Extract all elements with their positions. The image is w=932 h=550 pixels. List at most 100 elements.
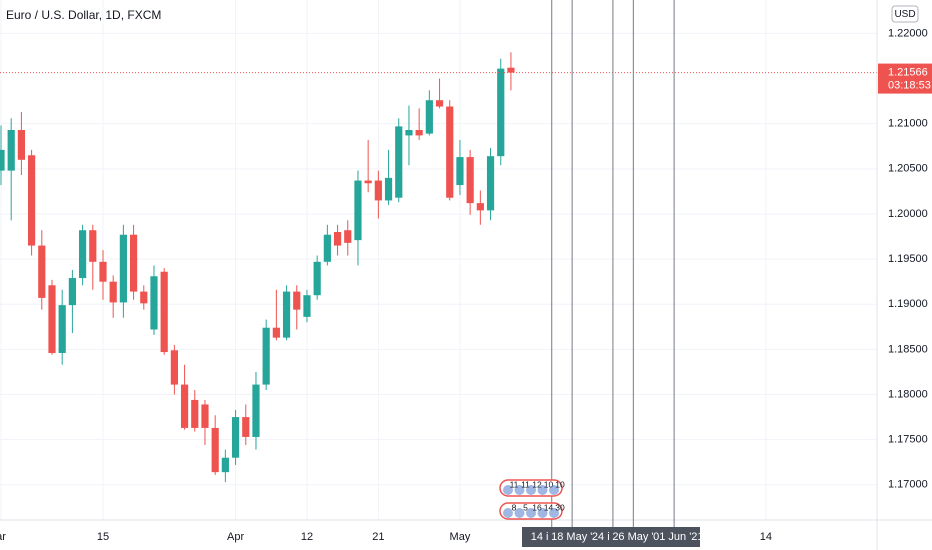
y-tick-label: 1.21000 xyxy=(888,118,928,130)
candle-body xyxy=(180,384,189,428)
candle-body xyxy=(38,245,46,298)
candle-body xyxy=(405,130,413,136)
x-tick-label: Apr xyxy=(227,531,244,543)
x-tick-label: May xyxy=(450,531,471,543)
countdown: 03:18:53 xyxy=(888,79,931,91)
event-flag xyxy=(549,508,559,518)
event-label-strip xyxy=(522,527,700,547)
candle-body xyxy=(395,126,403,198)
event-count: 5 xyxy=(523,502,528,512)
x-tick-label: 14 xyxy=(760,531,772,543)
candle-body xyxy=(364,180,372,184)
event-flag xyxy=(537,485,548,495)
candle-body xyxy=(201,404,209,428)
candle-body xyxy=(384,177,393,201)
candle-body xyxy=(17,130,25,160)
candle-body xyxy=(99,261,107,282)
event-label: 18 May ' xyxy=(551,531,592,543)
y-tick-label: 1.17000 xyxy=(888,479,928,491)
event-label: 24 i xyxy=(592,531,610,543)
candle-body xyxy=(221,457,229,473)
candle-body xyxy=(109,281,117,303)
event-count: 14 xyxy=(544,502,554,512)
candle-body xyxy=(0,149,5,171)
last-price-box xyxy=(878,63,932,94)
candle-body xyxy=(252,384,260,437)
currency[interactable]: USD xyxy=(894,9,915,20)
candle-body xyxy=(160,271,168,353)
event-count: 16 xyxy=(532,502,542,512)
event-count: 10 xyxy=(555,479,565,489)
candle-body xyxy=(27,155,36,246)
x-tick-label: 12 xyxy=(301,531,313,543)
y-tick-label: 1.18500 xyxy=(888,343,928,355)
candle-body xyxy=(150,276,158,330)
candle-body xyxy=(211,427,219,473)
candle-body xyxy=(456,157,464,186)
candle-body xyxy=(507,67,515,73)
x-tick-label: ar xyxy=(0,531,6,543)
event-flag xyxy=(526,508,536,518)
candle-body xyxy=(78,230,87,279)
event-label: 26 May ' xyxy=(612,531,653,543)
candle-body xyxy=(140,291,148,304)
candle-body xyxy=(242,417,250,437)
candle-body xyxy=(425,100,433,134)
y-tick-label: 1.19500 xyxy=(888,253,928,265)
candle-body xyxy=(415,130,423,136)
candle-body xyxy=(191,399,199,428)
candle-body xyxy=(486,156,495,211)
candle-body xyxy=(303,295,311,317)
event-flag xyxy=(526,485,536,495)
candle-body xyxy=(282,291,291,338)
event-count: 8 xyxy=(512,502,517,512)
candle-body xyxy=(497,68,505,157)
event-flag xyxy=(503,485,513,495)
candle-body xyxy=(48,285,56,353)
candle-body xyxy=(129,234,138,292)
candle-body xyxy=(313,261,321,296)
y-tick-label: 1.20000 xyxy=(888,208,928,220)
candle-body xyxy=(7,130,15,171)
candle-body xyxy=(333,232,342,246)
x-tick-label: 15 xyxy=(97,531,109,543)
event-flag xyxy=(514,508,525,518)
event-count: 11 xyxy=(521,479,530,489)
candle-body xyxy=(262,327,270,385)
event-flag xyxy=(514,485,525,495)
y-tick-label: 1.22000 xyxy=(888,27,928,39)
event-flag xyxy=(537,508,548,518)
plot xyxy=(0,52,877,483)
last-price-label: 1.21566 xyxy=(888,66,928,78)
candle-body xyxy=(446,106,454,198)
candle-body xyxy=(68,278,76,306)
candle-body xyxy=(435,100,444,107)
currency-box[interactable] xyxy=(891,5,919,23)
y-tick-label: 1.17500 xyxy=(888,434,928,446)
event-label: 14 i xyxy=(531,531,549,543)
axes: 1.17000 1.17500 1.18000 1.18500 1.19000 1.195… xyxy=(0,27,932,543)
candle-body xyxy=(476,203,484,211)
candle-body xyxy=(293,291,301,310)
event-count: 12 xyxy=(532,479,542,489)
x-tick-label: 21 xyxy=(372,531,384,543)
event-label: 01 Jun '21 xyxy=(653,531,703,543)
chart-title: Euro / U.S. Dollar, 1D, FXCM xyxy=(6,8,161,22)
event-count: 30 xyxy=(555,502,565,512)
candle-body xyxy=(272,327,280,338)
y-tick-label: 1.18000 xyxy=(888,388,928,400)
event-count: 11 xyxy=(510,479,519,489)
candle-body xyxy=(323,234,331,262)
y-tick-label: 1.19000 xyxy=(888,298,928,310)
candle-body xyxy=(374,180,382,201)
candle-body xyxy=(89,230,97,262)
candle-body xyxy=(344,230,352,243)
candle-body xyxy=(170,350,178,385)
event-flag xyxy=(503,508,513,518)
y-tick-label: 1.20500 xyxy=(888,163,928,175)
candle-body xyxy=(466,157,474,204)
event-count: 10 xyxy=(544,479,554,489)
